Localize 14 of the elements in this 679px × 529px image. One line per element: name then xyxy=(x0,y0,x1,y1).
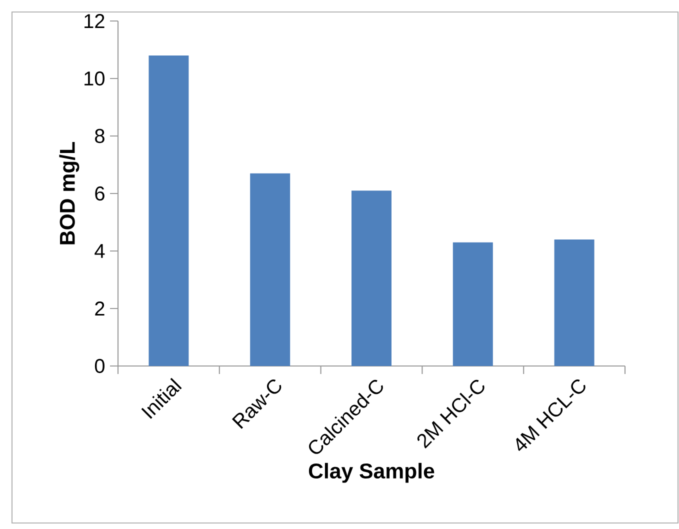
y-tick-label: 8 xyxy=(95,128,104,144)
bar xyxy=(250,173,290,366)
y-tick-label: 6 xyxy=(95,186,104,201)
y-tick-label: 12 xyxy=(84,14,104,28)
bar xyxy=(554,240,594,366)
y-tick-label: 4 xyxy=(94,244,105,258)
y-tick-label: 2 xyxy=(95,302,104,316)
y-tick-label: 10 xyxy=(84,71,104,86)
bar xyxy=(452,242,493,366)
y-tick-label: 0 xyxy=(94,358,104,374)
bar xyxy=(148,56,189,366)
y-axis-title: BOD mg/L xyxy=(59,142,80,244)
bar xyxy=(352,190,392,366)
x-axis-title: Clay Sample xyxy=(308,462,434,483)
